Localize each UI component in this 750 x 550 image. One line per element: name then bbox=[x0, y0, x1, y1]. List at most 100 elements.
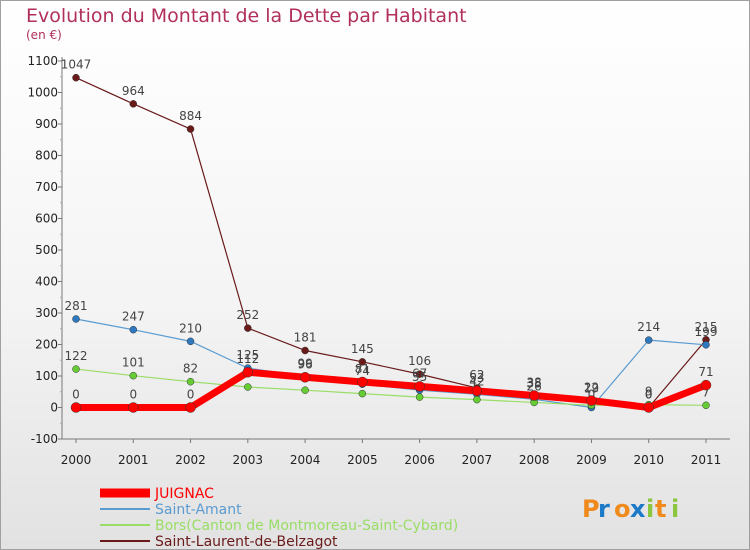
x-tick-label: 2005 bbox=[347, 453, 378, 467]
data-point bbox=[358, 358, 367, 366]
data-point bbox=[186, 337, 195, 346]
data-label: 122 bbox=[65, 349, 88, 363]
x-tick-label: 2001 bbox=[118, 453, 149, 467]
y-tick-label: 400 bbox=[35, 275, 58, 289]
logo-letter: t bbox=[655, 495, 666, 523]
legend-label: Saint-Laurent-de-Belzagot bbox=[155, 534, 338, 550]
data-label: 81 bbox=[355, 362, 370, 376]
y-tick-label: 200 bbox=[35, 338, 58, 352]
series-line bbox=[72, 368, 710, 411]
data-label: 96 bbox=[297, 357, 312, 371]
data-label: 0 bbox=[187, 388, 195, 402]
x-tick-label: 2010 bbox=[633, 453, 664, 467]
unit-label: (en €) bbox=[26, 28, 62, 42]
data-point bbox=[358, 389, 367, 398]
legend-label: JUIGNAC bbox=[154, 486, 214, 502]
data-point bbox=[357, 376, 368, 388]
legend-label: Bors(Canton de Montmoreau-Saint-Cybard) bbox=[155, 518, 458, 534]
data-point bbox=[242, 366, 254, 378]
y-tick-label: 300 bbox=[35, 306, 58, 320]
data-point bbox=[129, 371, 138, 380]
data-label: 252 bbox=[236, 308, 259, 322]
data-label: 215 bbox=[695, 320, 718, 334]
data-point bbox=[244, 324, 252, 332]
data-point bbox=[299, 372, 311, 383]
data-label: 0 bbox=[645, 388, 653, 402]
x-tick-label: 2008 bbox=[519, 453, 550, 467]
data-point bbox=[471, 385, 483, 397]
logo-letter: r bbox=[598, 495, 610, 523]
data-label: 106 bbox=[408, 354, 431, 368]
data-label: 125 bbox=[236, 348, 259, 362]
data-label: 35 bbox=[527, 376, 542, 390]
data-point bbox=[128, 402, 139, 413]
data-point bbox=[644, 336, 653, 344]
data-point bbox=[301, 346, 309, 355]
series-line bbox=[75, 77, 707, 409]
data-label: 210 bbox=[179, 321, 202, 335]
x-tick-label: 2003 bbox=[233, 453, 264, 467]
legend-label: Saint-Amant bbox=[155, 502, 242, 518]
logo-letter: i bbox=[671, 495, 679, 523]
data-label: 7 bbox=[702, 385, 710, 399]
chart-title: Evolution du Montant de la Dette par Hab… bbox=[26, 5, 467, 27]
logo-letter: o bbox=[614, 495, 631, 523]
data-point bbox=[186, 377, 195, 386]
data-label: 281 bbox=[65, 299, 88, 313]
data-label: 214 bbox=[637, 320, 660, 334]
data-point bbox=[186, 125, 195, 133]
data-label: 71 bbox=[698, 365, 713, 379]
data-label: 964 bbox=[122, 84, 145, 98]
data-label: 1047 bbox=[61, 58, 92, 72]
data-point bbox=[301, 386, 309, 394]
y-tick-label: 1000 bbox=[27, 86, 58, 100]
data-label: 145 bbox=[351, 342, 374, 356]
data-point bbox=[72, 73, 80, 82]
data-label: 62 bbox=[469, 368, 484, 382]
series-line bbox=[75, 318, 707, 409]
data-label: 112 bbox=[236, 352, 259, 366]
data-point bbox=[129, 325, 138, 334]
data-point bbox=[415, 370, 424, 378]
data-label: 55 bbox=[412, 370, 427, 384]
data-point bbox=[72, 365, 80, 373]
data-label: 82 bbox=[183, 362, 198, 376]
data-label: 247 bbox=[122, 310, 145, 324]
logo-letter: x bbox=[630, 495, 646, 523]
data-label: 884 bbox=[179, 109, 202, 123]
data-point bbox=[414, 381, 425, 392]
data-label: 9 bbox=[645, 385, 653, 399]
y-tick-label: 0 bbox=[50, 401, 58, 415]
data-point bbox=[72, 315, 80, 323]
x-tick-label: 2009 bbox=[576, 453, 607, 467]
y-tick-label: 800 bbox=[35, 149, 58, 163]
data-point bbox=[700, 379, 712, 391]
x-tick-label: 2011 bbox=[691, 453, 722, 467]
data-point bbox=[702, 401, 710, 410]
data-label: 99 bbox=[297, 356, 312, 370]
data-point bbox=[643, 402, 654, 413]
data-label: 199 bbox=[695, 325, 718, 339]
data-label: 181 bbox=[294, 330, 317, 344]
data-label: 0 bbox=[129, 388, 137, 402]
x-tick-label: 2007 bbox=[462, 453, 493, 467]
data-label: 0 bbox=[72, 388, 80, 402]
y-tick-label: 100 bbox=[35, 369, 58, 383]
data-point bbox=[185, 402, 196, 413]
x-tick-label: 2006 bbox=[404, 453, 435, 467]
y-tick-label: -100 bbox=[31, 432, 58, 446]
x-tick-label: 2000 bbox=[61, 453, 92, 467]
data-label: 38 bbox=[527, 376, 542, 390]
y-tick-label: 500 bbox=[35, 243, 58, 257]
proxiti-logo: Pr o x i t i bbox=[582, 495, 679, 523]
y-tick-label: 700 bbox=[35, 180, 58, 194]
data-label: 101 bbox=[122, 356, 145, 370]
data-label: 67 bbox=[412, 366, 427, 380]
y-tick-label: 1100 bbox=[27, 54, 58, 68]
y-tick-label: 600 bbox=[35, 212, 58, 226]
